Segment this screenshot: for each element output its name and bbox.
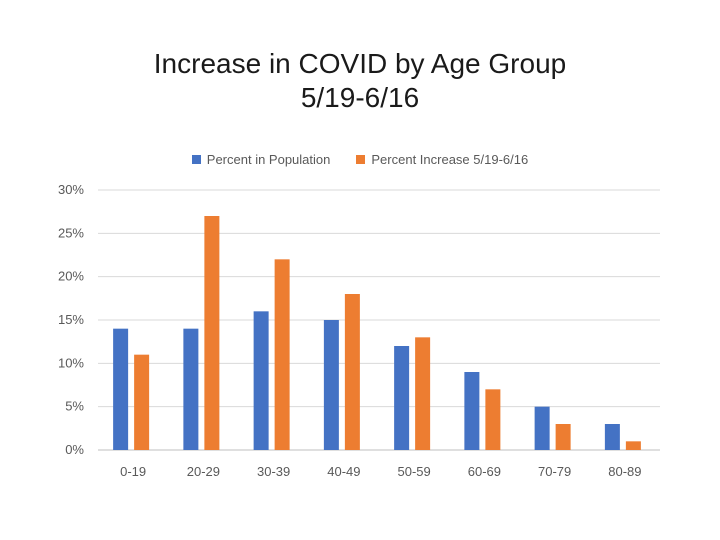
x-tick-label: 20-29 bbox=[187, 464, 220, 479]
x-tick-label: 40-49 bbox=[327, 464, 360, 479]
legend-label-population: Percent in Population bbox=[206, 152, 331, 167]
y-tick-label: 20% bbox=[58, 269, 84, 284]
legend-item-increase: Percent Increase 5/19-6/16 bbox=[356, 152, 528, 167]
x-tick-label: 60-69 bbox=[468, 464, 501, 479]
bar-increase bbox=[485, 389, 501, 450]
x-tick-label: 80-89 bbox=[608, 464, 641, 479]
bar-population bbox=[394, 346, 410, 450]
bar-population bbox=[113, 328, 129, 450]
chart-title-block: Increase in COVID by Age Group 5/19-6/16 bbox=[0, 47, 720, 115]
bar-population bbox=[534, 406, 550, 450]
x-tick-label: 0-19 bbox=[120, 464, 146, 479]
y-tick-label: 0% bbox=[65, 442, 84, 457]
bar-increase bbox=[204, 216, 220, 450]
legend-item-population: Percent in Population bbox=[191, 152, 331, 167]
chart-title: Increase in COVID by Age Group bbox=[153, 48, 567, 79]
bar-increase bbox=[274, 259, 290, 450]
bar-increase bbox=[625, 441, 641, 450]
bar-increase bbox=[344, 294, 360, 450]
bar-population bbox=[464, 372, 480, 450]
bar-increase bbox=[415, 337, 431, 450]
y-tick-label: 25% bbox=[58, 225, 84, 240]
bar-population bbox=[323, 320, 339, 450]
x-tick-label: 30-39 bbox=[257, 464, 290, 479]
y-tick-label: 10% bbox=[58, 355, 84, 370]
legend-swatch-population bbox=[191, 155, 201, 164]
bar-population bbox=[183, 328, 199, 450]
bar-increase bbox=[555, 424, 571, 450]
x-tick-label: 70-79 bbox=[538, 464, 571, 479]
x-tick-label: 50-59 bbox=[398, 464, 431, 479]
y-tick-label: 5% bbox=[65, 399, 84, 414]
chart-legend: Percent in Population Percent Increase 5… bbox=[0, 152, 720, 167]
bar-population bbox=[604, 424, 620, 450]
y-tick-label: 15% bbox=[58, 312, 84, 327]
legend-label-increase: Percent Increase 5/19-6/16 bbox=[371, 152, 529, 167]
legend-swatch-increase bbox=[356, 155, 366, 164]
y-tick-label: 30% bbox=[58, 182, 84, 197]
bar-increase bbox=[134, 354, 150, 450]
bar-population bbox=[253, 311, 269, 450]
chart-subtitle: 5/19-6/16 bbox=[300, 82, 420, 113]
